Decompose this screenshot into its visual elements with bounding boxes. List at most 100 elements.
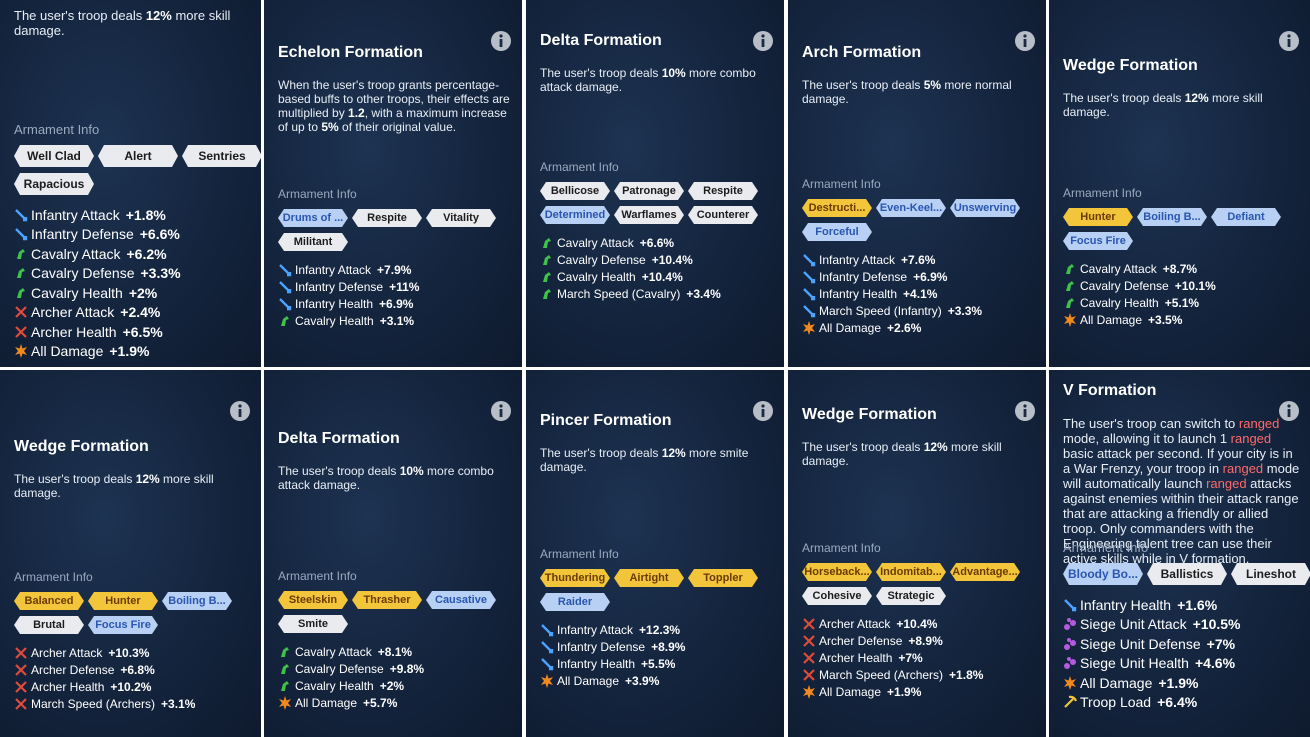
stat-value: +7%: [1206, 635, 1236, 652]
header: Delta Formation The user's troop deals 10…: [278, 430, 512, 492]
stat-value: +8.9%: [651, 639, 686, 654]
description-text: more combo attack damage.: [540, 66, 756, 94]
info-button[interactable]: [1278, 30, 1300, 52]
header: Delta Formation The user's troop deals 10…: [540, 32, 774, 94]
armament-tag[interactable]: Sentries: [182, 145, 261, 167]
armament-tag[interactable]: Defiant: [1211, 208, 1281, 226]
stat-name: Cavalry Defense: [295, 661, 384, 676]
stat-row: March Speed (Cavalry) +3.4%: [540, 285, 784, 302]
armament-tag[interactable]: Patronage: [614, 182, 684, 200]
stat-name: Infantry Health: [1080, 596, 1172, 613]
armament-tag[interactable]: Airtight: [614, 569, 684, 587]
description-text: more normal damage.: [802, 78, 1012, 106]
stat-value: +10.2%: [110, 679, 152, 694]
stat-value: +6.9%: [913, 269, 948, 284]
stat-value: +8.9%: [908, 633, 943, 648]
stat-row: Archer Health +6.5%: [14, 322, 261, 342]
info-button[interactable]: [490, 400, 512, 422]
armament-tag[interactable]: Horseback...: [802, 563, 872, 581]
stat-name: Infantry Defense: [557, 639, 646, 654]
armament-tag[interactable]: Lineshot: [1231, 563, 1310, 585]
armament-tag[interactable]: Thundering: [540, 569, 610, 587]
panel: The user's troop deals 12% more skill da…: [0, 0, 261, 367]
armament-tag[interactable]: Respite: [352, 209, 422, 227]
stat-icon: [803, 270, 816, 283]
stat-name: Infantry Health: [295, 296, 374, 311]
stat-row: Siege Unit Defense +7%: [1063, 634, 1310, 654]
armament-tag[interactable]: Indomitab...: [876, 563, 946, 581]
armament-tag[interactable]: Drums of ...: [278, 209, 348, 227]
armament-tag[interactable]: Advantage...: [950, 563, 1020, 581]
armament-tag[interactable]: Determined: [540, 206, 610, 224]
stat-icon: [541, 673, 553, 688]
armament-tag[interactable]: Smite: [278, 615, 348, 633]
stat-value: +5.1%: [1164, 295, 1200, 310]
armament-tag[interactable]: Destructi...: [802, 199, 872, 217]
armament-tag[interactable]: Boiling B...: [162, 592, 232, 610]
armament-tag[interactable]: Raider: [540, 593, 610, 611]
description-text: more smite damage.: [540, 446, 749, 474]
armament-tag[interactable]: Vitality: [426, 209, 496, 227]
stat-name: All Damage: [1080, 312, 1143, 327]
description-text: 12%: [661, 446, 686, 460]
stat-row: Cavalry Defense +10.1%: [1063, 277, 1310, 294]
stat-name: All Damage: [819, 320, 882, 335]
armament-tag[interactable]: Alert: [98, 145, 178, 167]
info-button[interactable]: [752, 400, 774, 422]
stat-name: Cavalry Defense: [557, 252, 646, 267]
armament-tag[interactable]: Respite: [688, 182, 758, 200]
armament-tag[interactable]: Bellicose: [540, 182, 610, 200]
stat-row: Archer Health +10.2%: [14, 678, 261, 695]
armament-tag[interactable]: Thrasher: [352, 591, 422, 609]
armament-tag[interactable]: Even-Keel...: [876, 199, 946, 217]
info-button[interactable]: [229, 400, 251, 422]
armament-tag[interactable]: Steelskin: [278, 591, 348, 609]
stat-icon: [1066, 263, 1074, 274]
armament-tag[interactable]: Bloody Bo...: [1063, 563, 1143, 585]
armament-tag[interactable]: Forceful: [802, 223, 872, 241]
armament-tag[interactable]: Warflames: [614, 206, 684, 224]
description-text: of their original value.: [338, 120, 457, 134]
stat-value: +10.4%: [641, 269, 683, 284]
armament-tag[interactable]: Strategic: [876, 587, 946, 605]
info-button[interactable]: [1014, 30, 1036, 52]
stat-icon: [15, 208, 28, 221]
armament-tag[interactable]: Focus Fire: [88, 616, 158, 634]
armament-tag[interactable]: Brutal: [14, 616, 84, 634]
info-button[interactable]: [752, 30, 774, 52]
armament-tag[interactable]: Unswerving: [950, 199, 1020, 217]
description-text: more skill damage.: [14, 8, 231, 38]
info-button[interactable]: [1014, 400, 1036, 422]
armament-tag[interactable]: Well Clad: [14, 145, 94, 167]
armament-tag[interactable]: Balanced: [14, 592, 84, 610]
armament-tag[interactable]: Causative: [426, 591, 496, 609]
armament-tag[interactable]: Militant: [278, 233, 348, 251]
stat-icon: [803, 304, 816, 317]
stat-row: Cavalry Health +10.4%: [540, 268, 784, 285]
header: Pincer Formation The user's troop deals 1…: [540, 412, 774, 474]
armament-tag[interactable]: Boiling B...: [1137, 208, 1207, 226]
stat-name: Siege Unit Defense: [1080, 635, 1201, 652]
stat-icon: [279, 297, 292, 310]
armament-tag[interactable]: Cohesive: [802, 587, 872, 605]
info-button[interactable]: [490, 30, 512, 52]
stat-name: March Speed (Infantry): [819, 303, 942, 318]
armament-tag[interactable]: Counterer: [688, 206, 758, 224]
armament-tag[interactable]: Toppler: [688, 569, 758, 587]
armament-tag[interactable]: Rapacious: [14, 173, 94, 195]
info-button[interactable]: [1278, 400, 1300, 422]
armament: Armament Info Bloody Bo... Ballistics Lines…: [1063, 540, 1310, 712]
stat-name: March Speed (Archers): [819, 667, 944, 682]
armament-tag[interactable]: Hunter: [88, 592, 158, 610]
section-label: Armament Info: [14, 570, 93, 584]
stat-icon: [17, 268, 25, 279]
stat-row: Siege Unit Health +4.6%: [1063, 654, 1310, 674]
stat-value: +2%: [128, 284, 158, 301]
armament-tag[interactable]: Focus Fire: [1063, 232, 1133, 250]
stat-name: Cavalry Health: [31, 284, 123, 301]
stat-name: Archer Defense: [31, 662, 115, 677]
stat-row: Archer Attack +10.3%: [14, 644, 261, 661]
armament-tag[interactable]: Ballistics: [1147, 563, 1227, 585]
armament-tag[interactable]: Hunter: [1063, 208, 1133, 226]
stat-row: Infantry Health +5.5%: [540, 655, 784, 672]
